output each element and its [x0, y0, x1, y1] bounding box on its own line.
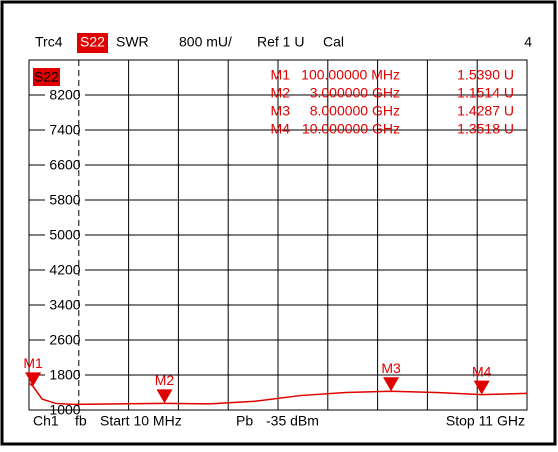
marker-stimulus: 10.000000 GHz: [302, 121, 400, 137]
marker-response: 1.5390 U: [457, 67, 514, 83]
channel: Ch1: [33, 413, 59, 429]
marker-stimulus: 100.00000 MHz: [301, 67, 400, 83]
pb: Pb: [236, 413, 253, 429]
param: S22: [80, 34, 105, 50]
marker: [25, 372, 42, 387]
stop: Stop 11 GHz: [446, 413, 525, 429]
marker-name: M1: [271, 67, 291, 83]
fb: fb: [75, 413, 87, 429]
marker-stimulus: 3.000000 GHz: [310, 85, 400, 101]
trace-label: S22: [34, 69, 59, 85]
ref: Ref 1 U: [257, 34, 304, 50]
y-tick-label: 5000: [49, 227, 80, 243]
power: -35 dBm: [266, 413, 319, 429]
param-box: [77, 33, 108, 53]
marker-label: M2: [155, 372, 175, 388]
marker: [473, 380, 490, 395]
y-tick-label: 1800: [49, 367, 80, 383]
cal: Cal: [323, 34, 344, 50]
y-tick-label: 7400: [49, 122, 80, 138]
marker-response: 1.4287 U: [457, 103, 514, 119]
start: Start 10 MHz: [100, 413, 182, 429]
trace-number: 4: [524, 34, 532, 50]
trace-name: Trc4: [35, 34, 63, 50]
y-tick-label: 3400: [49, 297, 80, 313]
y-tick-label: 2600: [49, 332, 80, 348]
y-tick-label: 5800: [49, 192, 80, 208]
y-tick-label: 8200: [49, 87, 80, 103]
marker-label: M3: [381, 360, 401, 376]
marker-response: 1.1514 U: [457, 85, 514, 101]
trace: [28, 382, 528, 406]
y-tick-label: 1000: [49, 402, 80, 418]
marker-response: 1.3518 U: [457, 121, 514, 137]
format: SWR: [116, 34, 149, 50]
marker-name: M2: [271, 85, 291, 101]
marker-label: M1: [23, 355, 43, 371]
y-tick-label: 4200: [49, 262, 80, 278]
marker-label: M4: [472, 363, 492, 379]
trace-label-box: [33, 68, 60, 86]
marker: [156, 389, 173, 404]
marker: [383, 377, 400, 392]
marker-name: M3: [271, 103, 291, 119]
marker-stimulus: 8.000000 GHz: [310, 103, 400, 119]
scale: 800 mU/: [179, 34, 232, 50]
y-tick-label: 6600: [49, 157, 80, 173]
marker-name: M4: [271, 121, 291, 137]
